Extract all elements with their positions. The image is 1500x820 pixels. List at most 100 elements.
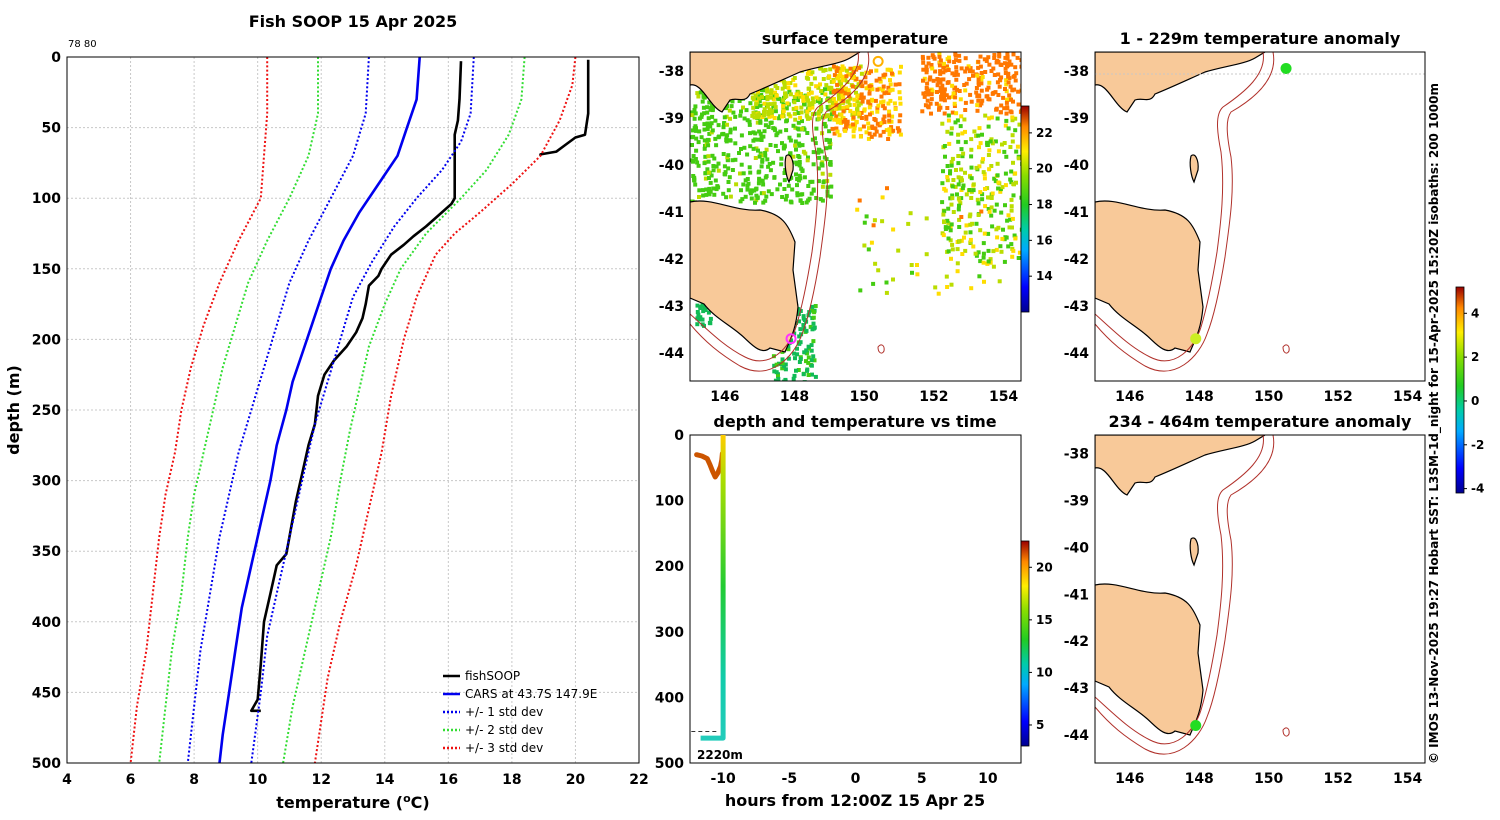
sst-pixel [946, 113, 951, 118]
sst-pixel [768, 111, 773, 115]
y-tick-label: 500 [655, 756, 684, 772]
sst-pixel [945, 64, 949, 69]
sst-pixel [812, 325, 817, 330]
sst-pixel [795, 126, 800, 131]
sst-pixel [839, 120, 844, 125]
sst-pixel [772, 175, 777, 180]
sst-pixel [928, 101, 933, 106]
sst-pixel [1019, 195, 1021, 200]
sst-pixel [819, 149, 824, 154]
sst-pixel [962, 83, 967, 87]
sst-pixel [789, 200, 794, 205]
sst-pixel [705, 167, 710, 172]
sst-pixel [893, 82, 898, 87]
sst-pixel [861, 124, 866, 129]
sst-pixel [825, 105, 830, 109]
sst-pixel [810, 102, 815, 106]
sst-pixel [992, 53, 997, 57]
sst-pixel [1002, 61, 1007, 66]
sst-pixel [794, 147, 798, 152]
sst-pixel [825, 113, 830, 118]
sst-pixel [691, 154, 696, 158]
sst-pixel [867, 70, 872, 75]
sst-pixel [871, 223, 876, 228]
sst-pixel [832, 131, 837, 136]
sst-pixel [950, 247, 955, 252]
sst-pixel [861, 95, 866, 100]
sst-pixel [943, 68, 948, 73]
sst-pixel [795, 193, 800, 198]
sst-pixel [946, 68, 951, 72]
sst-pixel [854, 77, 859, 81]
sst-pixel [969, 99, 974, 104]
sst-pixel [878, 79, 883, 84]
sst-pixel [976, 201, 981, 206]
sst-pixel [806, 344, 811, 349]
sst-pixel [949, 163, 954, 168]
colorbar-tick-label: 16 [1036, 233, 1053, 247]
sst-pixel [871, 281, 876, 286]
sst-pixel [977, 145, 981, 150]
sst-pixel [878, 133, 883, 138]
sst-pixel [924, 90, 929, 95]
sst-pixel [948, 169, 953, 174]
sst-pixel [1008, 109, 1013, 114]
sst-pixel [897, 82, 902, 87]
sst-pixel [828, 97, 833, 102]
sst-pixel [701, 193, 706, 198]
sst-pixel [1003, 183, 1008, 188]
copyright-note: © IMOS 13-Nov-2025 19:27 Hobart SST: L3S… [1427, 83, 1442, 764]
sst-pixel [804, 200, 809, 205]
sst-pixel [980, 98, 985, 103]
sst-pixel [786, 344, 791, 349]
lon-tick-label: 152 [1324, 771, 1353, 787]
sst-pixel [832, 110, 837, 115]
sst-title: surface temperature [762, 29, 949, 48]
sst-pixel [995, 173, 1000, 178]
sst-pixel [766, 164, 771, 169]
sst-pixel [783, 91, 787, 96]
sst-pixel [730, 158, 735, 163]
sst-pixel [958, 97, 963, 102]
sst-pixel [857, 111, 862, 116]
sst-pixel [704, 192, 709, 197]
sst-pixel [1010, 115, 1015, 120]
sst-pixel [810, 372, 814, 377]
sst-pixel [959, 176, 964, 181]
colorbar-tick-label: 10 [1036, 665, 1053, 679]
sst-pixel [695, 322, 700, 327]
sst-pixel [854, 90, 858, 95]
sst-pixel [726, 153, 731, 158]
sst-pixel [985, 94, 990, 99]
sst-pixel [794, 368, 798, 373]
x-tick-label: 18 [502, 772, 521, 788]
sst-pixel [858, 96, 863, 100]
sst-pixel [855, 207, 860, 212]
bottom-depth-label: 2220m [697, 748, 743, 762]
sst-pixel [751, 138, 756, 143]
sst-pixel [738, 199, 743, 204]
sst-pixel [809, 348, 814, 353]
anomaly-colorbar-ticks: 4 2 0 -2 -4 [1464, 306, 1484, 496]
sst-pixel [816, 166, 821, 171]
sst-pixel [806, 76, 811, 81]
sst-pixel [806, 184, 811, 188]
sst-pixel [996, 186, 1001, 191]
sst-pixel [969, 176, 974, 181]
sst-pixel [690, 135, 695, 140]
sst-pixel [1003, 87, 1007, 91]
lon-tick-label: 150 [1254, 771, 1283, 787]
sst-pixel [1014, 180, 1018, 185]
sst-pixel [739, 147, 743, 151]
sst-pixel [775, 187, 780, 192]
sst-pixel [957, 225, 962, 229]
sst-pixel [805, 109, 810, 114]
sst-pixel [769, 192, 774, 197]
sst-pixel [812, 310, 817, 315]
sst-pixel [880, 219, 885, 224]
y-tick-label: 500 [32, 756, 61, 772]
sst-pixel [805, 158, 810, 163]
sst-pixel [783, 197, 788, 202]
sst-pixel [841, 109, 846, 114]
sst-pixel [1006, 80, 1011, 85]
